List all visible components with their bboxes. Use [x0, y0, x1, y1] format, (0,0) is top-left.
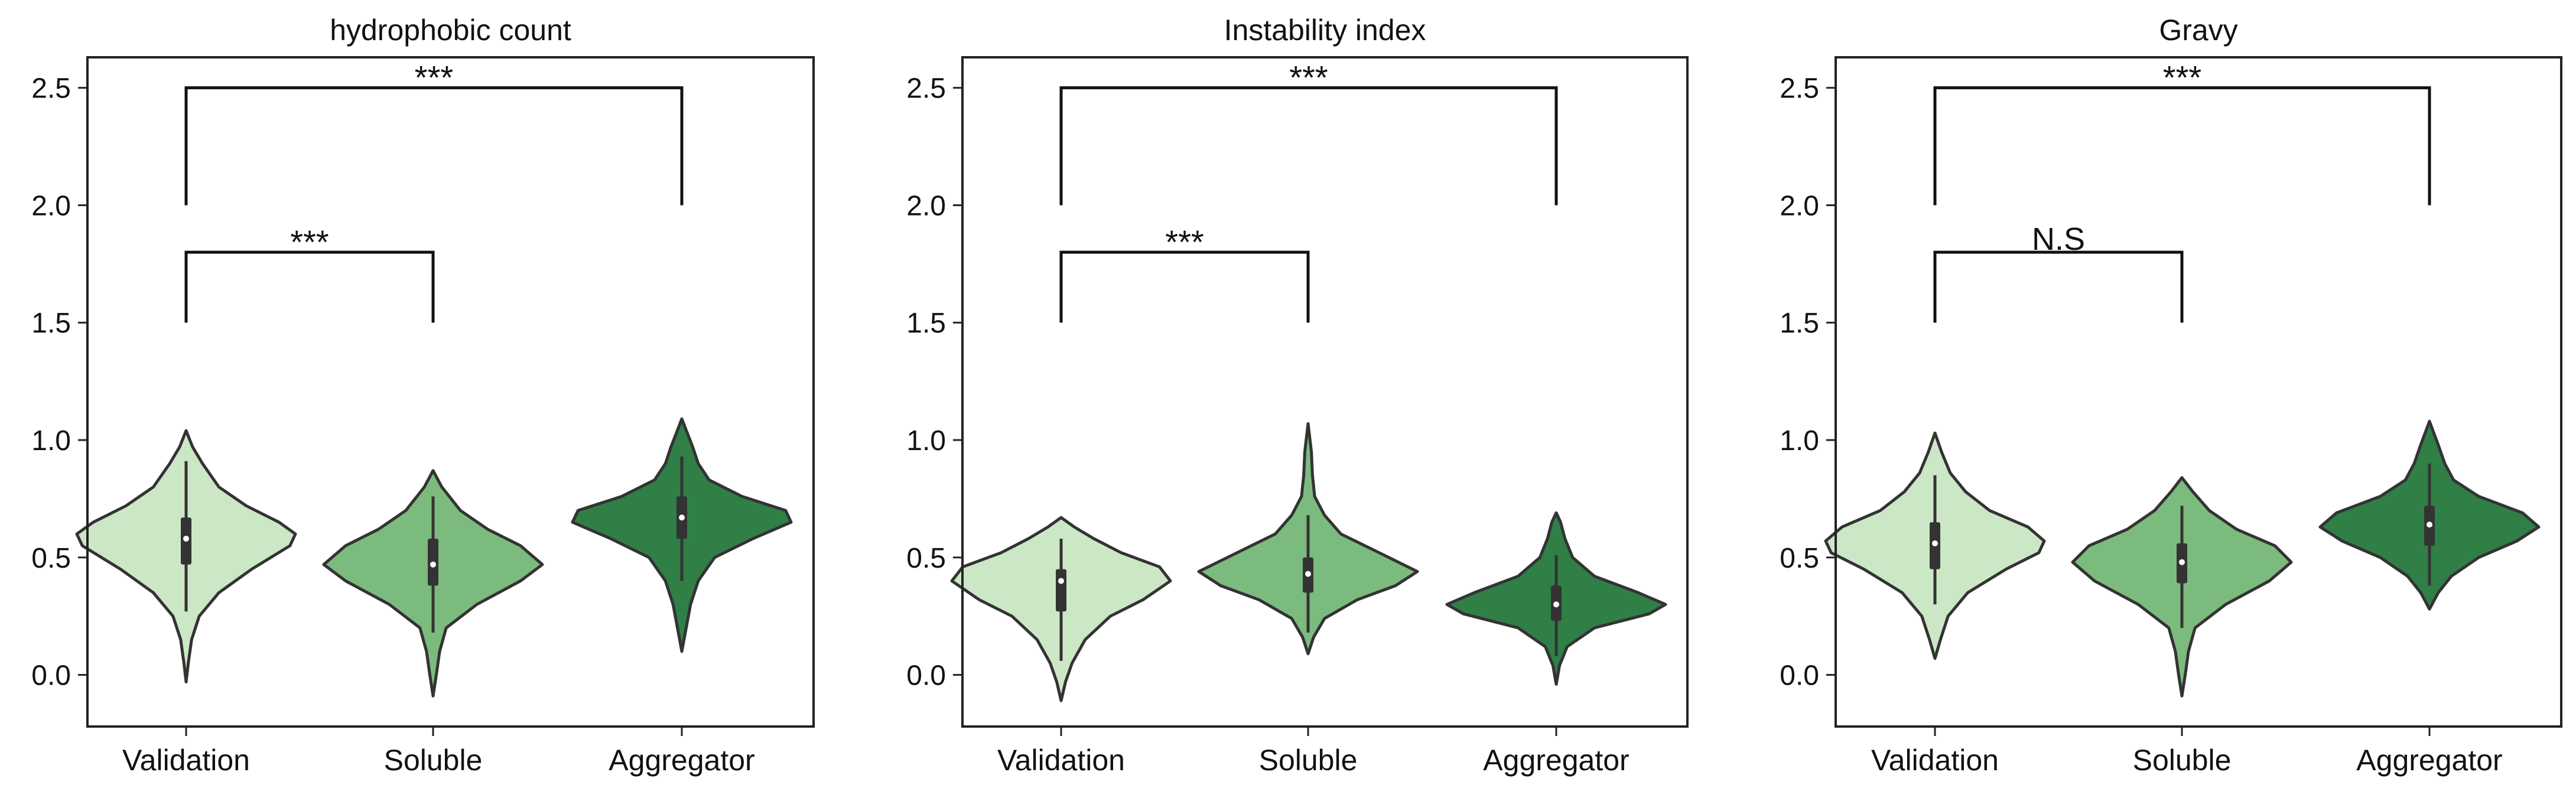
x-tick-label: Soluble [384, 744, 483, 777]
y-tick-label: 1.0 [31, 425, 71, 457]
y-tick-label: 1.5 [1780, 308, 1819, 339]
panel-1: hydrophobic count 0.0 0.5 1.0 1.5 2.0 2.5 Valid… [31, 14, 815, 777]
plot-frame [961, 56, 1689, 728]
significance-label: *** [415, 59, 453, 96]
violin-median [2179, 559, 2185, 565]
y-tick-label: 1.0 [1780, 425, 1819, 457]
violin-median [430, 561, 436, 568]
panel-2: Instability index 0.0 0.5 1.0 1.5 2.0 2.5 Valid… [906, 14, 1689, 777]
x-tick-label: Validation [997, 744, 1125, 777]
y-tick-label: 2.0 [1780, 190, 1819, 222]
x-tick-label: Soluble [1259, 744, 1358, 777]
y-tick-label: 0.0 [906, 660, 946, 692]
x-tick-label: Aggregator [1483, 744, 1629, 777]
y-tick-label: 2.0 [906, 190, 946, 222]
significance-label: *** [290, 223, 328, 260]
significance-label: *** [1289, 59, 1328, 96]
y-tick-label: 0.0 [31, 660, 71, 692]
panel-title: Gravy [2159, 14, 2237, 47]
significance-label: *** [1165, 223, 1204, 260]
significance-label: *** [2163, 59, 2201, 96]
y-tick-label: 2.5 [1780, 73, 1819, 105]
significance-bracket [184, 86, 684, 206]
y-tick-label: 0.0 [1780, 660, 1819, 692]
violin-median [679, 514, 685, 521]
significance-label: N.S [2032, 222, 2085, 257]
violin-median [1058, 578, 1064, 584]
y-tick-label: 0.5 [31, 543, 71, 574]
significance-bracket [1933, 250, 2184, 323]
violin-median [1305, 571, 1311, 577]
violin-median [2427, 522, 2432, 528]
significance-bracket [1059, 86, 1558, 206]
y-tick-label: 1.5 [906, 308, 946, 339]
y-tick-label: 2.5 [31, 73, 71, 105]
violin-median [1553, 601, 1559, 608]
x-tick-label: Validation [122, 744, 250, 777]
panel-3: Gravy 0.0 0.5 1.0 1.5 2.0 2.5 Validation Soluble… [1780, 14, 2562, 777]
y-tick-label: 2.0 [31, 190, 71, 222]
significance-bracket [1933, 86, 2431, 206]
y-tick-label: 0.5 [1780, 543, 1819, 574]
x-tick-label: Aggregator [609, 744, 754, 777]
panel-title: Instability index [1224, 14, 1426, 47]
violin-box [1056, 569, 1066, 612]
panel-title: hydrophobic count [330, 14, 571, 47]
x-tick-label: Aggregator [2356, 744, 2502, 777]
violin-median [183, 535, 189, 542]
x-tick-label: Soluble [2133, 744, 2232, 777]
plot-frame [86, 56, 815, 728]
significance-bracket [1059, 250, 1310, 323]
y-tick-label: 0.5 [906, 543, 946, 574]
plot-frame [1835, 56, 2562, 728]
y-tick-label: 2.5 [906, 73, 946, 105]
y-tick-label: 1.0 [906, 425, 946, 457]
significance-bracket [184, 250, 435, 323]
violin-median [1932, 540, 1938, 546]
x-tick-label: Validation [1871, 744, 1999, 777]
y-tick-label: 1.5 [31, 308, 71, 339]
